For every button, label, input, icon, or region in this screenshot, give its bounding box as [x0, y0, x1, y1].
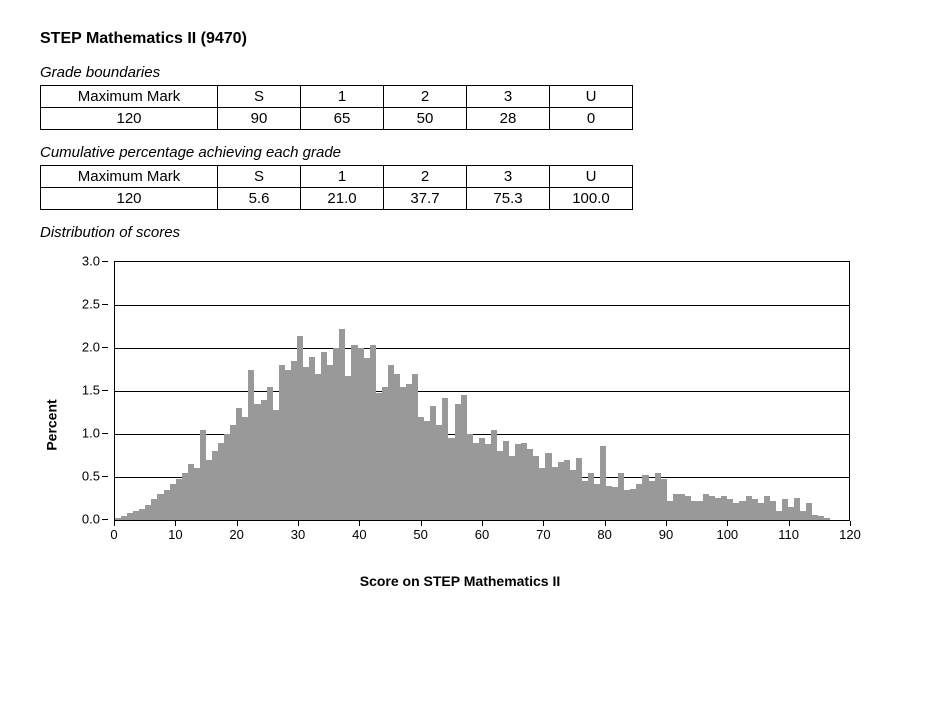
- data-cell: 75.3: [467, 188, 550, 210]
- x-tick-label: 40: [352, 527, 366, 542]
- header-cell: Maximum Mark: [41, 166, 218, 188]
- x-tick-label: 60: [475, 527, 489, 542]
- header-cell: S: [218, 86, 301, 108]
- x-tick-label: 10: [168, 527, 182, 542]
- y-tick-label: 3.0: [82, 254, 100, 269]
- x-tick-label: 110: [778, 527, 799, 542]
- header-cell: Maximum Mark: [41, 86, 218, 108]
- grade-boundaries-heading: Grade boundaries: [40, 64, 887, 81]
- data-cell: 50: [384, 108, 467, 130]
- header-cell: 1: [301, 166, 384, 188]
- plot-area: [114, 261, 850, 521]
- x-axis-ticks: 0102030405060708090100110120: [114, 521, 850, 545]
- header-cell: U: [550, 86, 633, 108]
- x-tick-label: 100: [716, 527, 738, 542]
- y-tick-label: 0.5: [82, 469, 100, 484]
- y-tick-label: 1.5: [82, 383, 100, 398]
- grade-boundaries-table: Maximum Mark S 1 2 3 U 120 90 65 50 28 0: [40, 85, 633, 130]
- x-tick-label: 120: [839, 527, 861, 542]
- data-cell: 21.0: [301, 188, 384, 210]
- cumulative-table: Maximum Mark S 1 2 3 U 120 5.6 21.0 37.7…: [40, 165, 633, 210]
- x-tick-label: 70: [536, 527, 550, 542]
- data-cell: 5.6: [218, 188, 301, 210]
- histogram-bar: [824, 518, 830, 520]
- data-cell: 28: [467, 108, 550, 130]
- header-cell: 2: [384, 166, 467, 188]
- x-tick-label: 30: [291, 527, 305, 542]
- data-cell: 120: [41, 108, 218, 130]
- table-row: Maximum Mark S 1 2 3 U: [41, 86, 633, 108]
- x-axis-label: Score on STEP Mathematics II: [70, 573, 850, 589]
- x-tick-label: 90: [659, 527, 673, 542]
- data-cell: 90: [218, 108, 301, 130]
- data-cell: 120: [41, 188, 218, 210]
- table-row: 120 5.6 21.0 37.7 75.3 100.0: [41, 188, 633, 210]
- y-tick-label: 1.0: [82, 426, 100, 441]
- x-tick-label: 0: [110, 527, 117, 542]
- x-tick-label: 20: [229, 527, 243, 542]
- header-cell: S: [218, 166, 301, 188]
- header-cell: 3: [467, 166, 550, 188]
- header-cell: 3: [467, 86, 550, 108]
- distribution-heading: Distribution of scores: [40, 224, 887, 241]
- y-axis-label: Percent: [44, 399, 60, 450]
- header-cell: 2: [384, 86, 467, 108]
- y-tick-label: 0.0: [82, 512, 100, 527]
- header-cell: U: [550, 166, 633, 188]
- histogram-bars: [115, 262, 849, 520]
- data-cell: 65: [301, 108, 384, 130]
- data-cell: 100.0: [550, 188, 633, 210]
- data-cell: 37.7: [384, 188, 467, 210]
- page-title: STEP Mathematics II (9470): [40, 30, 887, 48]
- x-tick-label: 80: [597, 527, 611, 542]
- cumulative-heading: Cumulative percentage achieving each gra…: [40, 144, 887, 161]
- histogram-chart: Percent 0.00.51.01.52.02.53.0 0102030405…: [70, 261, 850, 589]
- data-cell: 0: [550, 108, 633, 130]
- header-cell: 1: [301, 86, 384, 108]
- table-row: Maximum Mark S 1 2 3 U: [41, 166, 633, 188]
- x-tick-label: 50: [413, 527, 427, 542]
- y-tick-label: 2.0: [82, 340, 100, 355]
- y-tick-label: 2.5: [82, 297, 100, 312]
- table-row: 120 90 65 50 28 0: [41, 108, 633, 130]
- y-axis-ticks: 0.00.51.01.52.02.53.0: [70, 261, 108, 521]
